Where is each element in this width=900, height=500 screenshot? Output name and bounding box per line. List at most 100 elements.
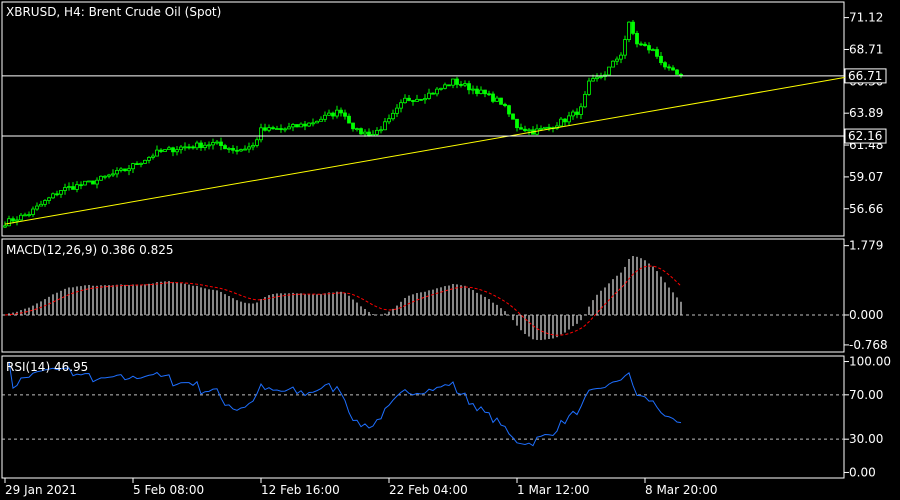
candle-body <box>63 187 67 191</box>
rsi-tick-label: 100.00 <box>849 355 891 369</box>
rsi-panel-frame <box>1 355 845 479</box>
candle-body <box>135 163 139 165</box>
level-price-box <box>844 128 887 144</box>
candle-body <box>431 92 435 95</box>
time-axis: 29 Jan 2021 5 Feb 08:00 12 Feb 16:00 22 Feb… <box>4 478 718 497</box>
candle-body <box>375 129 379 135</box>
time-tick-label: 8 Mar 20:00 <box>645 483 718 497</box>
level-price-label: 62.16 <box>848 129 882 143</box>
candle-body <box>467 83 471 91</box>
candle-body <box>571 111 575 117</box>
candle-body <box>559 118 563 127</box>
candle-body <box>299 123 303 128</box>
candle-body <box>499 97 503 105</box>
candle-body <box>231 148 235 151</box>
macd-tick-label: -0.768 <box>849 338 888 352</box>
candle-body <box>283 128 287 131</box>
candle-body <box>187 146 191 149</box>
candle-body <box>195 142 199 149</box>
candle-body <box>35 205 39 210</box>
candle-body <box>159 149 163 152</box>
candle-body <box>655 49 659 57</box>
candle-body <box>507 105 511 115</box>
candle-body <box>223 145 227 150</box>
candle-body <box>275 128 279 130</box>
candle-body <box>3 225 7 228</box>
candle-body <box>7 218 11 227</box>
time-tick-label: 12 Feb 16:00 <box>261 483 340 497</box>
candle-body <box>515 118 519 129</box>
candle-body <box>263 127 267 131</box>
candle-body <box>179 146 183 151</box>
candle-body <box>415 98 419 102</box>
candle-body <box>663 62 667 68</box>
candle-body <box>327 112 331 116</box>
candle-body <box>107 174 111 177</box>
candle-body <box>623 39 627 56</box>
candle-body <box>207 144 211 147</box>
candle-body <box>635 32 639 45</box>
candle-body <box>371 134 375 137</box>
candle-body <box>119 168 123 171</box>
candle-body <box>355 128 359 131</box>
candle-body <box>43 200 47 205</box>
candle-body <box>643 43 647 46</box>
candle-body <box>475 88 479 94</box>
candle-body <box>11 218 15 222</box>
time-tick-label: 22 Feb 04:00 <box>389 483 468 497</box>
candle-body <box>163 149 167 152</box>
candle-body <box>127 168 131 172</box>
candle-body <box>343 112 347 117</box>
price-panel-frame <box>1 1 845 237</box>
candle-body <box>175 149 179 153</box>
candle-body <box>479 89 483 94</box>
candle-body <box>319 118 323 122</box>
price-candles <box>3 20 683 228</box>
candle-body <box>23 214 27 217</box>
time-tick-label: 29 Jan 2021 <box>5 483 77 497</box>
candle-body <box>675 69 679 75</box>
candle-body <box>47 197 51 201</box>
candle-body <box>483 89 487 95</box>
candle-body <box>399 102 403 109</box>
candle-body <box>191 146 195 149</box>
candle-body <box>279 128 283 130</box>
candle-body <box>519 127 523 130</box>
price-tick-label: 56.66 <box>849 202 883 216</box>
candle-body <box>631 21 635 34</box>
candle-body <box>267 127 271 131</box>
candle-body <box>379 129 383 132</box>
macd-axis: 1.779 0.000 -0.768 <box>2 239 888 352</box>
time-tick-label: 5 Feb 08:00 <box>133 483 204 497</box>
candle-body <box>615 58 619 62</box>
candle-body <box>527 129 531 132</box>
candle-body <box>155 149 159 157</box>
candle-body <box>71 186 75 190</box>
candle-body <box>451 78 455 86</box>
candle-body <box>311 122 315 125</box>
candle-body <box>95 179 99 185</box>
price-tick-label: 71.12 <box>849 11 883 25</box>
candle-body <box>19 214 23 221</box>
candle-body <box>639 43 643 46</box>
candle-body <box>455 78 459 85</box>
candle-body <box>303 123 307 127</box>
candle-body <box>39 203 43 207</box>
candle-body <box>447 84 451 87</box>
level-price-box <box>844 68 887 84</box>
candle-body <box>287 126 291 130</box>
candle-body <box>587 80 591 95</box>
candle-body <box>331 112 335 117</box>
macd-panel-frame <box>1 238 845 353</box>
candle-body <box>27 214 31 216</box>
candle-body <box>323 114 327 120</box>
candle-body <box>503 103 507 107</box>
candle-body <box>567 115 571 123</box>
price-tick-label: 63.89 <box>849 106 883 120</box>
candle-body <box>347 115 351 124</box>
candle-body <box>131 163 135 170</box>
candle-body <box>235 149 239 152</box>
candle-body <box>595 76 599 80</box>
